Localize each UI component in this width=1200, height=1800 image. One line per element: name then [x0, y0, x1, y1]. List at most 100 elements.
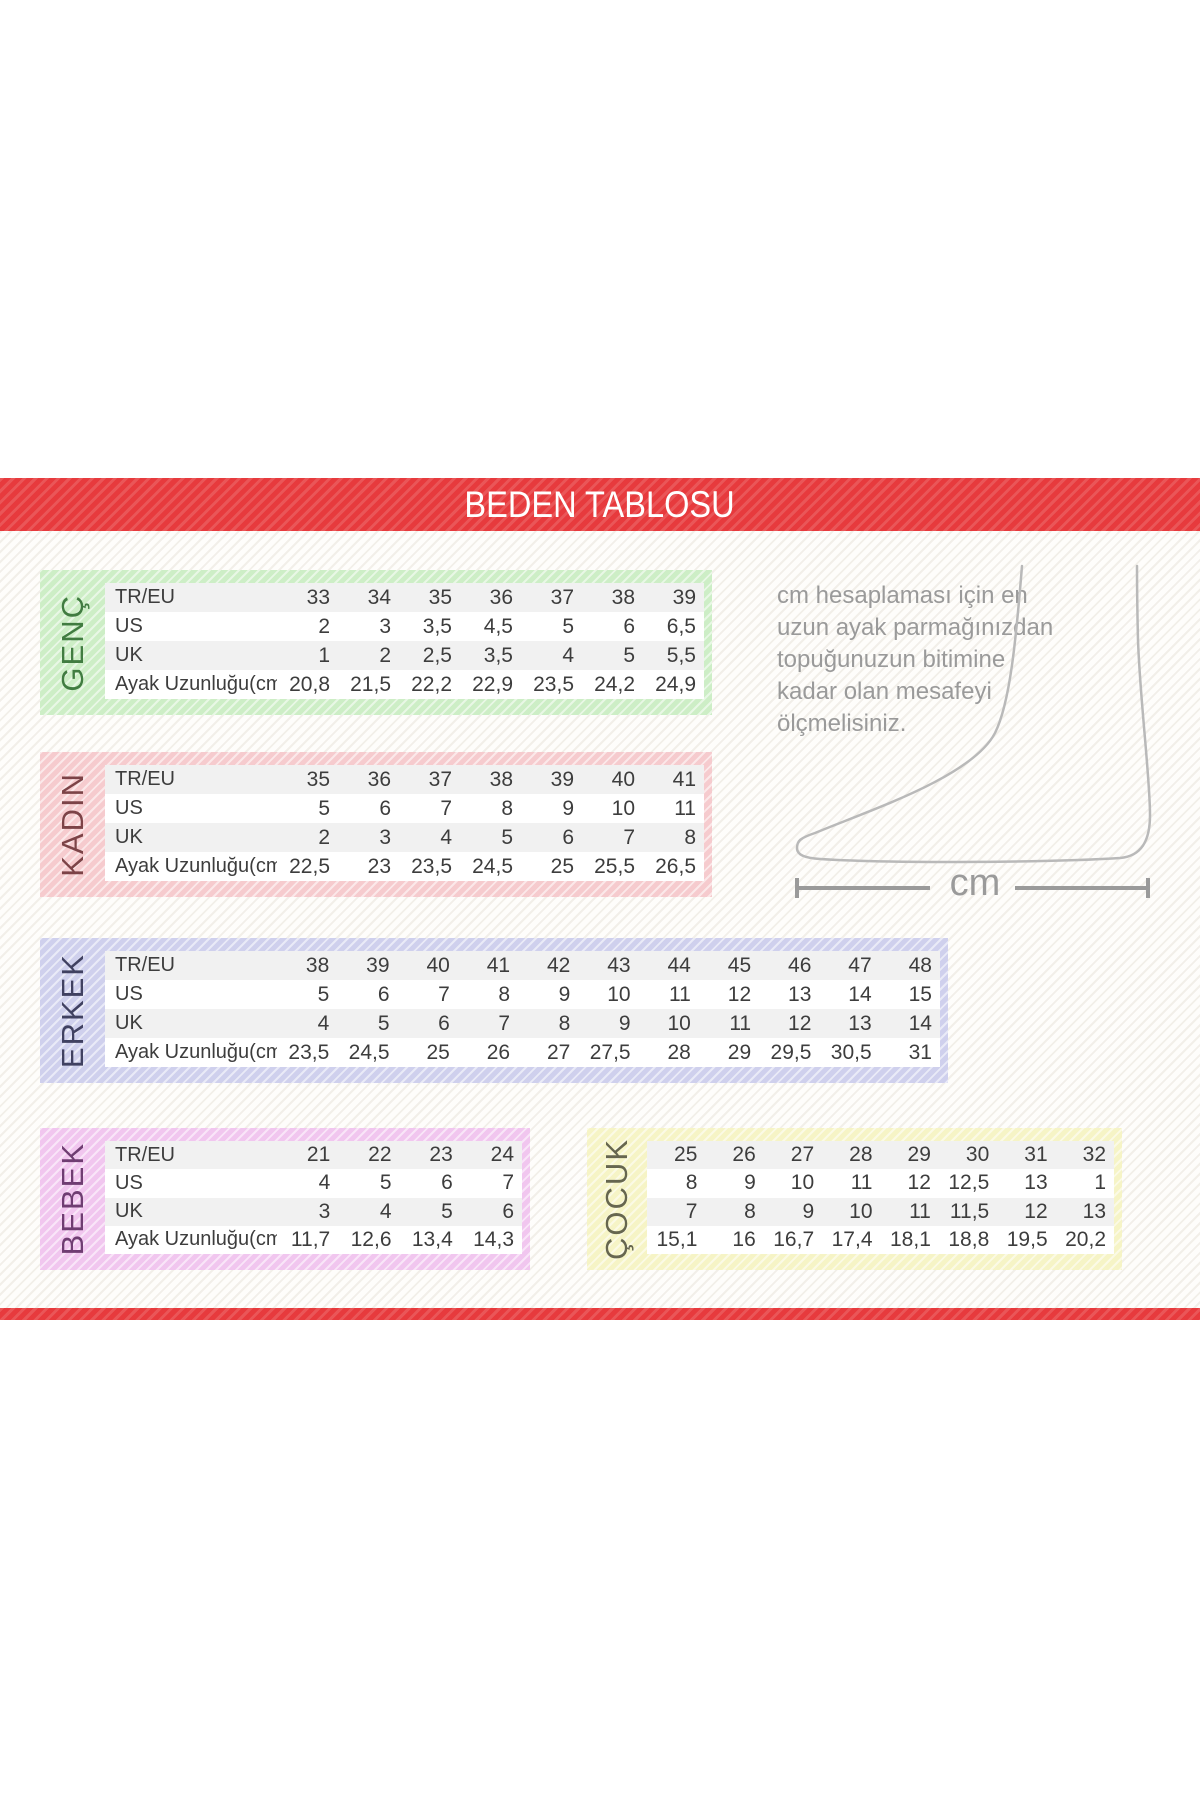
size-cell: 1 — [1094, 1171, 1106, 1195]
size-cell: 12 — [788, 1011, 812, 1035]
size-cell: 48 — [908, 953, 932, 977]
size-cell: 9 — [562, 796, 574, 820]
table-row: UK 2 3 4 5 6 7 8 — [105, 823, 704, 852]
size-cell: 7 — [502, 1171, 514, 1195]
size-cell: 25,5 — [594, 854, 635, 878]
size-cell: 43 — [607, 953, 631, 977]
size-cell: 2 — [318, 825, 330, 849]
size-cell: 29 — [727, 1040, 752, 1064]
size-cell: 7 — [498, 1011, 511, 1035]
size-cell: 26 — [732, 1143, 756, 1167]
size-cell: 26,5 — [655, 854, 696, 878]
size-cell: 4 — [379, 1199, 392, 1223]
row-label: US — [115, 615, 143, 637]
size-cell: 41 — [486, 953, 511, 977]
size-cell: 15 — [908, 982, 932, 1006]
size-cell: 18,1 — [890, 1227, 931, 1251]
size-cell: 32 — [1082, 1143, 1106, 1167]
cm-unit-label: cm — [949, 862, 1001, 904]
size-cell: 35 — [306, 767, 330, 791]
size-cell: 30 — [965, 1143, 990, 1167]
size-cell: 34 — [367, 585, 391, 609]
note-line: topuğunuzun bitimine — [777, 646, 1006, 673]
size-cell: 9 — [558, 982, 571, 1006]
row-label: US — [115, 983, 143, 1005]
size-cell: 10 — [849, 1199, 873, 1223]
foot-outline-illustration — [795, 564, 1152, 898]
page-title: BEDEN TABLOSU — [464, 483, 736, 525]
size-cell: 6,5 — [666, 614, 696, 638]
size-cell: 12,6 — [350, 1227, 392, 1251]
size-cell: 30,5 — [830, 1040, 872, 1064]
size-cell: 3 — [318, 1199, 331, 1223]
size-cell: 22 — [368, 1143, 392, 1167]
genc-label-column: GENÇ — [40, 570, 105, 715]
size-cell: 8 — [501, 796, 513, 820]
cocuk-table: 25 26 27 28 29 30 31 32 8 9 10 11 12 12,5 13 1 7 8 9 10 11 11… — [647, 1141, 1114, 1254]
size-cell: 2 — [379, 643, 391, 667]
size-cell: 28 — [849, 1143, 873, 1167]
kadin-table: TR/EU 35 36 37 38 39 40 41 US 5 6 7 8 9 10 11 UK 2 3 4 5 6 7 8 A… — [105, 765, 704, 881]
table-row: 25 26 27 28 29 30 31 32 — [647, 1141, 1114, 1170]
table-row: Ayak Uzunluğu(cm) 22,5 23 23,5 24,5 25 25,5 26,… — [105, 852, 704, 881]
size-cell: 27 — [790, 1143, 815, 1167]
row-label: TR/EU — [115, 1143, 175, 1166]
kadin-label-column: KADIN — [40, 752, 105, 897]
size-cell: 24,5 — [348, 1040, 390, 1064]
table-row: 15,1 16 16,7 17,4 18,1 18,8 19,5 20,2 — [647, 1225, 1114, 1254]
table-row: US 5 6 7 8 9 10 11 — [105, 794, 704, 823]
erkek-label: ERKEK — [54, 952, 90, 1069]
row-label: TR/EU — [115, 954, 175, 976]
size-cell: 4 — [317, 1011, 330, 1035]
table-row: 8 9 10 11 12 12,5 13 1 — [647, 1169, 1114, 1198]
table-row: US 5 6 7 8 9 10 11 12 13 14 15 — [105, 980, 940, 1009]
size-cell: 21 — [306, 1143, 331, 1167]
size-cell: 8 — [685, 1171, 698, 1195]
row-label: US — [115, 1171, 143, 1194]
table-row: US 4 5 6 7 — [105, 1169, 522, 1198]
size-cell: 5 — [501, 825, 513, 849]
size-cell: 5 — [318, 796, 330, 820]
genc-label: GENÇ — [54, 593, 90, 692]
size-cell: 10 — [790, 1171, 815, 1195]
size-cell: 5 — [623, 643, 635, 667]
size-cell: 11,7 — [290, 1227, 331, 1251]
size-cell: 10 — [611, 796, 635, 820]
size-cell: 2,5 — [422, 643, 452, 667]
size-cell: 4 — [318, 1171, 331, 1195]
size-cell: 14 — [908, 1011, 932, 1035]
table-row: Ayak Uzunluğu(cm) 11,7 12,6 13,4 14,3 — [105, 1225, 522, 1254]
size-cell: 37 — [428, 767, 452, 791]
row-label: UK — [115, 1012, 143, 1034]
size-cell: 6 — [623, 614, 635, 638]
size-cell: 23,5 — [533, 672, 574, 696]
header-band: BEDEN TABLOSU — [0, 478, 1200, 531]
bebek-label-column: BEBEK — [40, 1128, 105, 1270]
size-cell: 13 — [788, 982, 812, 1006]
table-row: UK 1 2 2,5 3,5 4 5 5,5 — [105, 641, 704, 670]
size-cell: 6 — [438, 1011, 450, 1035]
table-row: TR/EU 38 39 40 41 42 43 44 45 46 47 48 — [105, 951, 940, 980]
size-cell: 5 — [377, 1011, 390, 1035]
table-row: Ayak Uzunluğu(cm) 23,5 24,5 25 26 27 27,5 28 29 2… — [105, 1038, 940, 1067]
size-cell: 26 — [486, 1040, 511, 1064]
size-cell: 12 — [907, 1171, 931, 1195]
content-area: GENÇ TR/EU 33 34 35 36 37 38 39 US 2 3 3,5 4,5 5 6 6,5 U… — [0, 531, 1200, 1308]
size-cell: 24,2 — [594, 672, 635, 696]
size-cell: 27 — [546, 1040, 571, 1064]
row-label: TR/EU — [115, 768, 175, 790]
erkek-label-column: ERKEK — [40, 938, 105, 1083]
size-cell: 3,5 — [422, 614, 452, 638]
size-cell: 9 — [744, 1171, 756, 1195]
size-cell: 13 — [1024, 1171, 1048, 1195]
size-cell: 6 — [377, 982, 390, 1006]
size-cell: 21,5 — [350, 672, 391, 696]
size-cell: 33 — [306, 585, 330, 609]
size-cell: 23 — [429, 1143, 453, 1167]
size-cell: 7 — [685, 1199, 698, 1223]
table-row: 7 8 9 10 11 11,5 12 13 — [647, 1197, 1114, 1226]
measurement-note: cm hesaplaması için en uzun ayak parmağı… — [777, 580, 1107, 740]
size-cell: 24 — [490, 1143, 514, 1167]
size-cell: 2 — [318, 614, 330, 638]
